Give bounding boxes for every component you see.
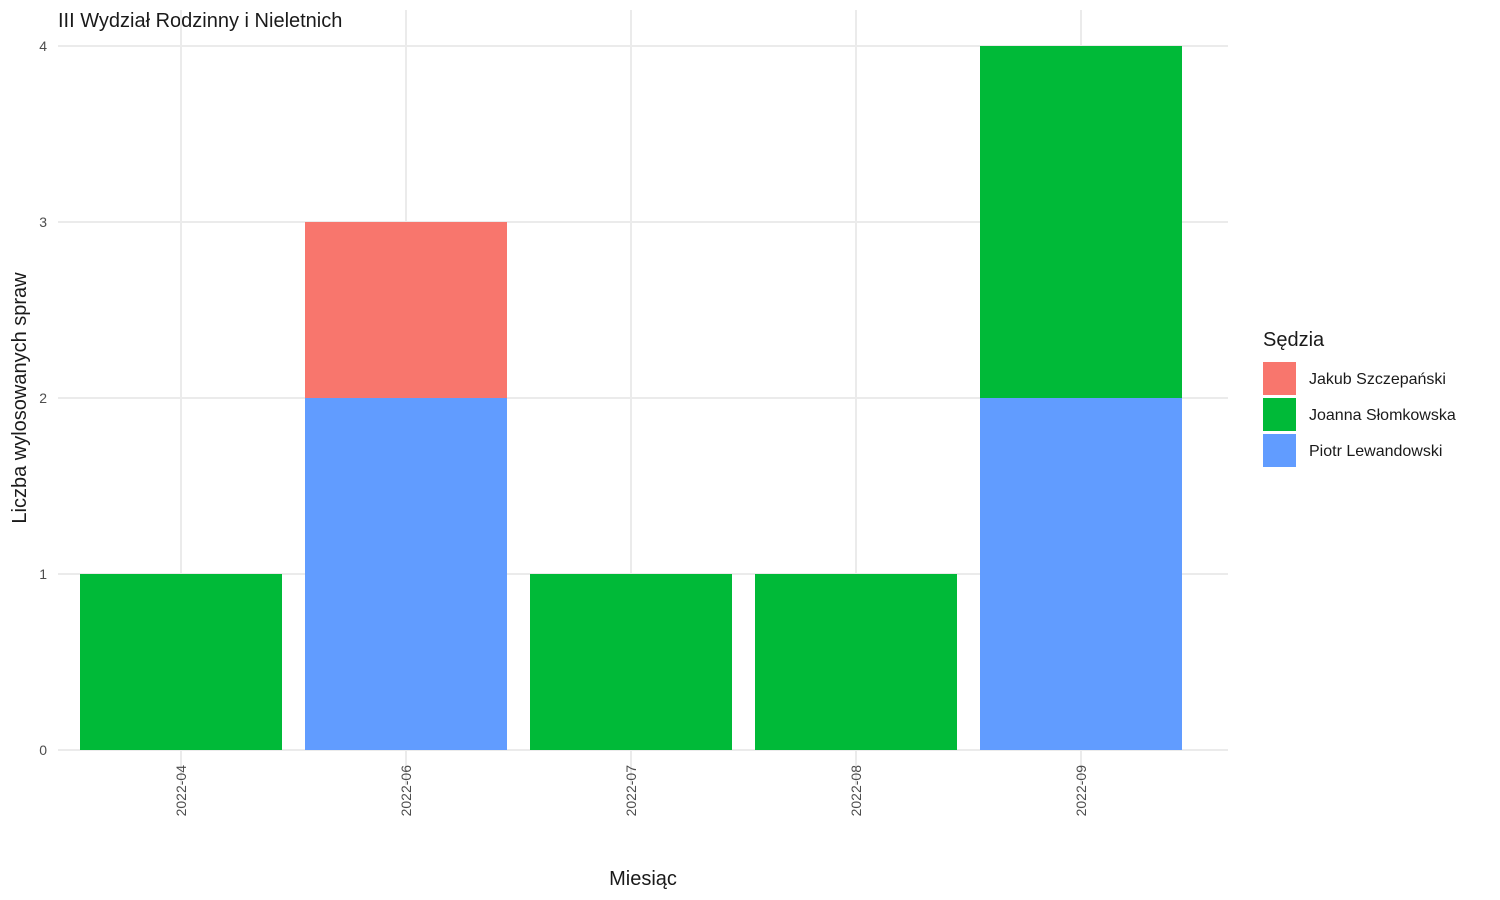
x-axis-title: Miesiąc	[609, 868, 677, 890]
y-tick-label: 2	[39, 390, 47, 406]
y-axis-ticks: 0 1 2 3 4	[39, 38, 47, 758]
legend-label: Piotr Lewandowski	[1309, 443, 1442, 460]
x-tick-label: 2022-04	[173, 765, 189, 817]
x-tick-label: 2022-09	[1073, 765, 1089, 817]
legend-items: Jakub Szczepański Joanna Słomkowska Piotr …	[1263, 362, 1456, 467]
y-tick-label: 1	[39, 566, 47, 582]
legend-label: Joanna Słomkowska	[1309, 407, 1456, 424]
bar-segment	[530, 574, 732, 750]
bar-segment	[980, 46, 1182, 398]
bar-segment	[305, 222, 507, 398]
y-axis-title: Liczba wylosowanych spraw	[9, 272, 31, 524]
legend-key	[1263, 398, 1296, 431]
chart-title: III Wydział Rodzinny i Nieletnich	[58, 10, 342, 32]
bar-segment	[305, 398, 507, 750]
legend: Sędzia Jakub Szczepański Joanna Słomkowsk…	[1263, 329, 1456, 467]
y-tick-label: 4	[39, 38, 47, 54]
x-tick-label: 2022-06	[398, 765, 414, 817]
legend-label: Jakub Szczepański	[1309, 371, 1446, 388]
bar-segment	[755, 574, 957, 750]
y-tick-label: 3	[39, 214, 47, 230]
legend-title: Sędzia	[1263, 329, 1325, 351]
x-axis-ticks: 2022-04 2022-06 2022-07 2022-08 2022-09	[173, 765, 1089, 817]
y-tick-label: 0	[39, 742, 47, 758]
bar-segment	[80, 574, 282, 750]
bar-segment	[980, 398, 1182, 750]
x-tick-label: 2022-08	[848, 765, 864, 817]
legend-key	[1263, 434, 1296, 467]
bars	[80, 46, 1182, 750]
x-tick-label: 2022-07	[623, 765, 639, 817]
legend-key	[1263, 362, 1296, 395]
